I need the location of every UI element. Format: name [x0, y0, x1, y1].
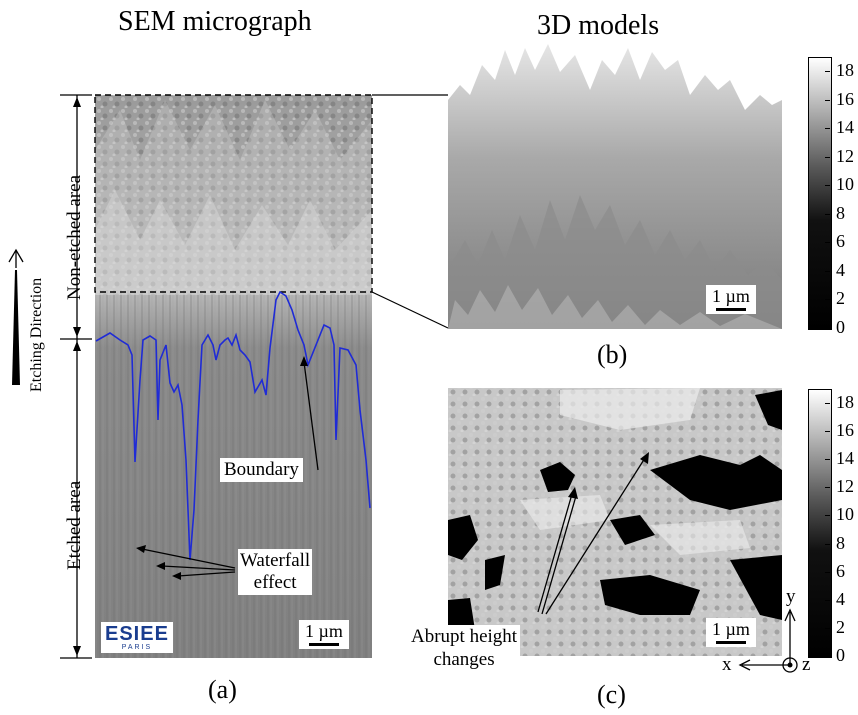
axis-x-label: x	[722, 654, 732, 675]
sem-image	[95, 95, 372, 658]
colorbar_b-tickmark-8	[825, 213, 830, 215]
colorbar_c-tickmark-2	[825, 627, 830, 629]
waterfall-label-line2: effect	[253, 572, 297, 593]
colorbar-b	[808, 57, 832, 330]
waterfall-label-line1: Waterfall	[240, 550, 311, 571]
panel-label-c: (c)	[597, 680, 626, 709]
colorbar_b-tick-18: 18	[836, 60, 854, 81]
boundary-arrowhead	[300, 356, 308, 366]
colorbar_c-tickmark-12	[825, 487, 830, 489]
colorbar_c-tick-2: 2	[836, 616, 845, 637]
boundary-label: Boundary	[220, 458, 303, 482]
colorbar-c	[808, 389, 832, 658]
colorbar_b-tick-12: 12	[836, 145, 854, 166]
colorbar_c-tick-16: 16	[836, 420, 854, 441]
colorbar_c-tick-8: 8	[836, 532, 845, 553]
colorbar_b-tickmark-0	[825, 328, 830, 329]
scale-bar-c: 1 µm	[706, 618, 756, 647]
sem-micrograph-title: SEM micrograph	[118, 6, 312, 37]
axis-z-label: z	[802, 654, 811, 675]
colorbar_b-tick-0: 0	[836, 317, 845, 337]
scale-bar-b-label: 1 µm	[712, 286, 750, 306]
colorbar_b-tickmark-14	[825, 128, 830, 130]
colorbar_c-tickmark-0	[825, 656, 830, 657]
colorbar_b-tick-8: 8	[836, 202, 845, 223]
scale-bar-a-label: 1 µm	[305, 621, 343, 641]
colorbar_b-tickmark-6	[825, 242, 830, 244]
panel-label-a: (a)	[208, 675, 237, 704]
esiee-logo: ESIEE PARIS	[101, 622, 173, 653]
non-etched-area-label: Non-etched area	[64, 174, 85, 300]
etching-wedge	[12, 270, 20, 385]
waterfall-label: Waterfall effect	[238, 549, 313, 595]
colorbar_b-tickmark-2	[825, 299, 830, 301]
abrupt-label-line2: changes	[433, 649, 495, 670]
logo-city: PARIS	[121, 644, 153, 651]
colorbar_c-tickmark-4	[825, 599, 830, 601]
scale-bar-b: 1 µm	[706, 285, 756, 314]
colorbar_b-tick-14: 14	[836, 117, 854, 138]
etching-arrowhead	[8, 248, 24, 263]
3d-models-title: 3D models	[537, 10, 660, 41]
side-dimension-bars	[60, 94, 92, 659]
colorbar_b-tickmark-18	[825, 71, 830, 73]
colorbar_c-tickmark-14	[825, 459, 830, 461]
colorbar_c-tickmark-6	[825, 571, 830, 573]
non-etched-dashed-box	[94, 94, 373, 293]
colorbar_b-tick-10: 10	[836, 174, 854, 195]
boundary-trace	[95, 290, 371, 561]
colorbar_c-tick-4: 4	[836, 588, 845, 609]
scale-bar-b-line	[715, 308, 746, 311]
etched-area-label: Etched area	[64, 480, 85, 570]
boundary-arrow	[303, 361, 319, 471]
colorbar_b-tickmark-12	[825, 156, 830, 158]
z-axis-dot	[787, 662, 793, 668]
logo-name: ESIEE	[105, 623, 169, 645]
scale-bar-c-line	[715, 641, 746, 644]
panel-label-b: (b)	[597, 340, 628, 369]
colorbar_c-tick-12: 12	[836, 476, 854, 497]
colorbar_b-tick-2: 2	[836, 288, 845, 309]
colorbar_b-tick-6: 6	[836, 231, 845, 252]
colorbar_b-tickmark-4	[825, 270, 830, 272]
colorbar_c-tickmark-18	[825, 403, 830, 405]
axis-y-label: y	[786, 586, 796, 607]
colorbar_b-tickmark-16	[825, 99, 830, 101]
abrupt-arrowheads	[568, 452, 649, 499]
colorbar_b-tickmark-10	[825, 185, 830, 187]
scale-bar-a-line	[308, 643, 339, 646]
colorbar_c-tickmark-10	[825, 515, 830, 517]
colorbar_c-tick-10: 10	[836, 504, 854, 525]
scale-bar-c-label: 1 µm	[712, 619, 750, 639]
colorbar_c-tick-6: 6	[836, 560, 845, 581]
colorbar_b-tick-4: 4	[836, 259, 845, 280]
abrupt-label-line1: Abrupt height	[411, 626, 518, 647]
waterfall-arrows	[136, 545, 236, 580]
axis-triad	[738, 608, 798, 673]
colorbar_c-tickmark-8	[825, 543, 830, 545]
colorbar_b-tick-16: 16	[836, 88, 854, 109]
etching-direction-label: Etching Direction	[28, 277, 45, 392]
zoom-line-bottom	[371, 291, 449, 329]
scale-bar-a: 1 µm	[299, 620, 349, 649]
colorbar_c-tick-18: 18	[836, 392, 854, 413]
3d-model-image	[448, 44, 782, 329]
dimension-arrowheads	[73, 97, 81, 656]
abrupt-height-arrows	[537, 457, 646, 615]
colorbar_c-tick-0: 0	[836, 645, 845, 665]
height-map-image	[448, 388, 782, 656]
abrupt-height-label: Abrupt height changes	[408, 625, 521, 671]
colorbar_c-tickmark-16	[825, 431, 830, 433]
colorbar_c-tick-14: 14	[836, 448, 854, 469]
